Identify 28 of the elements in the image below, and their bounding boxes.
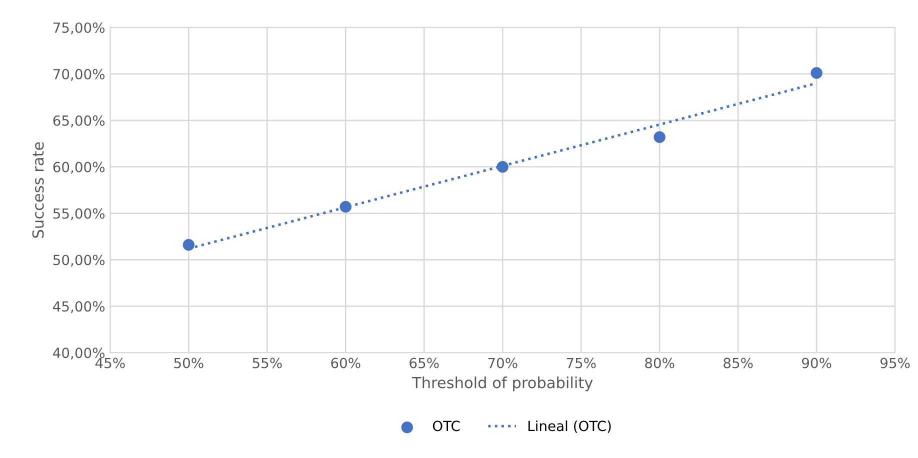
y-tick-label: 45,00% <box>53 301 105 314</box>
y-axis-title: Success rate <box>32 142 44 238</box>
x-tick-label: 85% <box>724 358 753 368</box>
x-tick-label: 95% <box>880 358 910 368</box>
y-tick-label: 40,00% <box>53 348 105 360</box>
y-tick-label: 60,00% <box>53 162 105 174</box>
y-tick-label: 70,00% <box>53 68 105 81</box>
legend-label: OTC <box>432 420 460 432</box>
point <box>182 239 194 251</box>
x-axis-title: Threshold of probability <box>412 376 593 392</box>
x-tick-label: 65% <box>410 358 439 368</box>
point <box>654 131 666 143</box>
x-tick-label: 60% <box>331 358 360 368</box>
point <box>340 200 352 213</box>
x-tick-label: 45% <box>95 358 125 368</box>
x-tick-label: 70% <box>488 358 518 368</box>
y-tick-label: 55,00% <box>53 208 105 220</box>
y-tick-label: 50,00% <box>53 254 105 267</box>
x-tick-label: 75% <box>566 358 596 368</box>
point <box>810 67 822 79</box>
point <box>496 161 508 173</box>
x-tick-label: 90% <box>802 358 832 368</box>
y-tick-label: 65,00% <box>53 115 105 128</box>
legend-label: Lineal (OTC) <box>528 420 611 433</box>
x-tick-label: 55% <box>252 358 282 368</box>
x-tick-label: 50% <box>174 358 204 368</box>
x-tick-label: 80% <box>645 358 674 368</box>
y-tick-label: 75,00% <box>53 22 105 34</box>
